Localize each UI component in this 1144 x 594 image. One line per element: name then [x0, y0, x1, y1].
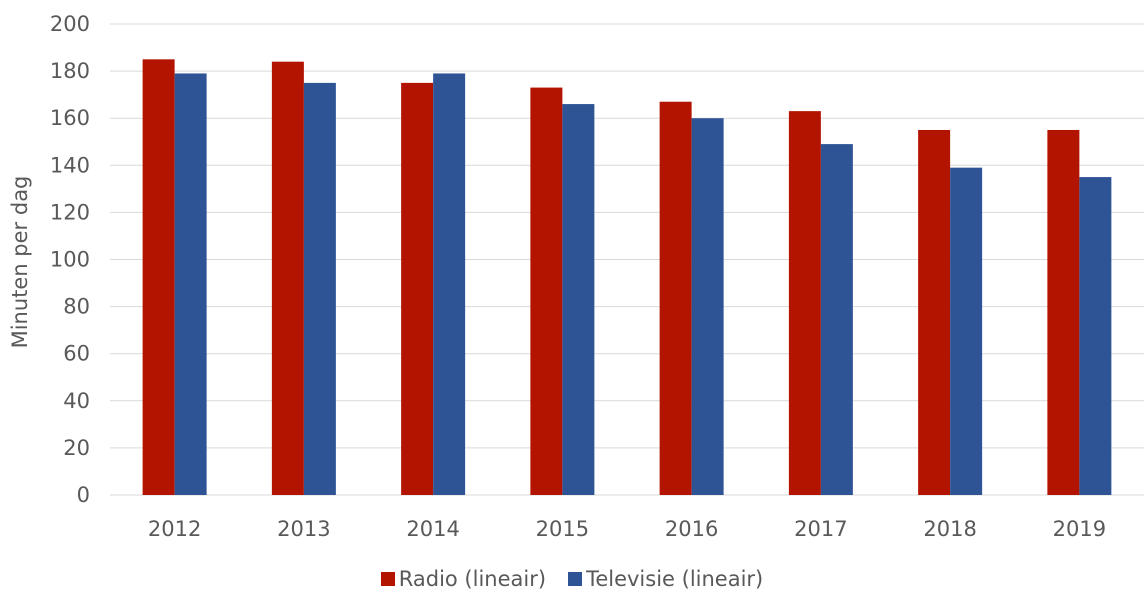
- bar-televisie-2017: [820, 144, 853, 496]
- y-tick-label: 140: [50, 153, 90, 177]
- bar-radio-2014: [401, 82, 434, 495]
- x-tick-label: 2014: [406, 517, 459, 541]
- bar-radio-2012: [142, 59, 175, 495]
- x-axis-ticks: 2012 2013 2014 2015 2016 2017 2018 2019: [148, 517, 1106, 541]
- y-tick-label: 180: [50, 59, 90, 83]
- y-tick-label: 200: [50, 12, 90, 36]
- x-tick-label: 2016: [665, 517, 718, 541]
- y-tick-label: 40: [63, 389, 90, 413]
- bars: [142, 59, 1112, 496]
- bar-chart: 0 20 40 60 80 100 120 140 160 180 200 2012 2013 2014…: [8, 12, 1144, 541]
- bar-televisie-2019: [1079, 177, 1112, 495]
- bar-radio-2018: [918, 129, 951, 495]
- y-tick-label: 20: [63, 436, 90, 460]
- gridlines: [110, 23, 1144, 496]
- bar-radio-2016: [659, 101, 692, 495]
- y-axis-label: Minuten per dag: [8, 176, 32, 349]
- y-tick-label: 60: [63, 342, 90, 366]
- bar-radio-2017: [788, 111, 821, 495]
- bar-radio-2013: [271, 61, 304, 496]
- legend-label-radio: Radio (lineair): [398, 567, 547, 591]
- bar-televisie-2013: [303, 82, 336, 495]
- bar-televisie-2016: [691, 118, 724, 495]
- y-tick-label: 120: [50, 200, 90, 224]
- bar-televisie-2014: [433, 73, 466, 495]
- y-tick-label: 80: [63, 295, 90, 319]
- y-axis-ticks: 0 20 40 60 80 100 120 140 160 180 200: [50, 12, 90, 507]
- bar-radio-2015: [530, 87, 563, 496]
- x-tick-label: 2018: [923, 517, 976, 541]
- legend-item-radio: Radio (lineair): [380, 567, 547, 591]
- bar-televisie-2015: [562, 104, 595, 495]
- bar-televisie-2012: [174, 73, 207, 495]
- x-tick-label: 2019: [1053, 517, 1106, 541]
- y-tick-label: 160: [50, 106, 90, 130]
- legend-swatch-radio: [380, 572, 395, 586]
- legend-swatch-televisie: [568, 572, 583, 586]
- bar-radio-2019: [1047, 129, 1080, 495]
- legend: Radio (lineair) Televisie (lineair): [0, 564, 1144, 594]
- legend-item-televisie: Televisie (lineair): [568, 567, 763, 591]
- x-tick-label: 2015: [536, 517, 589, 541]
- bar-televisie-2018: [950, 167, 983, 495]
- legend-label-televisie: Televisie (lineair): [586, 567, 764, 591]
- y-tick-label: 0: [77, 483, 90, 507]
- x-tick-label: 2012: [148, 517, 201, 541]
- y-tick-label: 100: [50, 248, 90, 272]
- x-tick-label: 2017: [794, 517, 847, 541]
- x-tick-label: 2013: [277, 517, 330, 541]
